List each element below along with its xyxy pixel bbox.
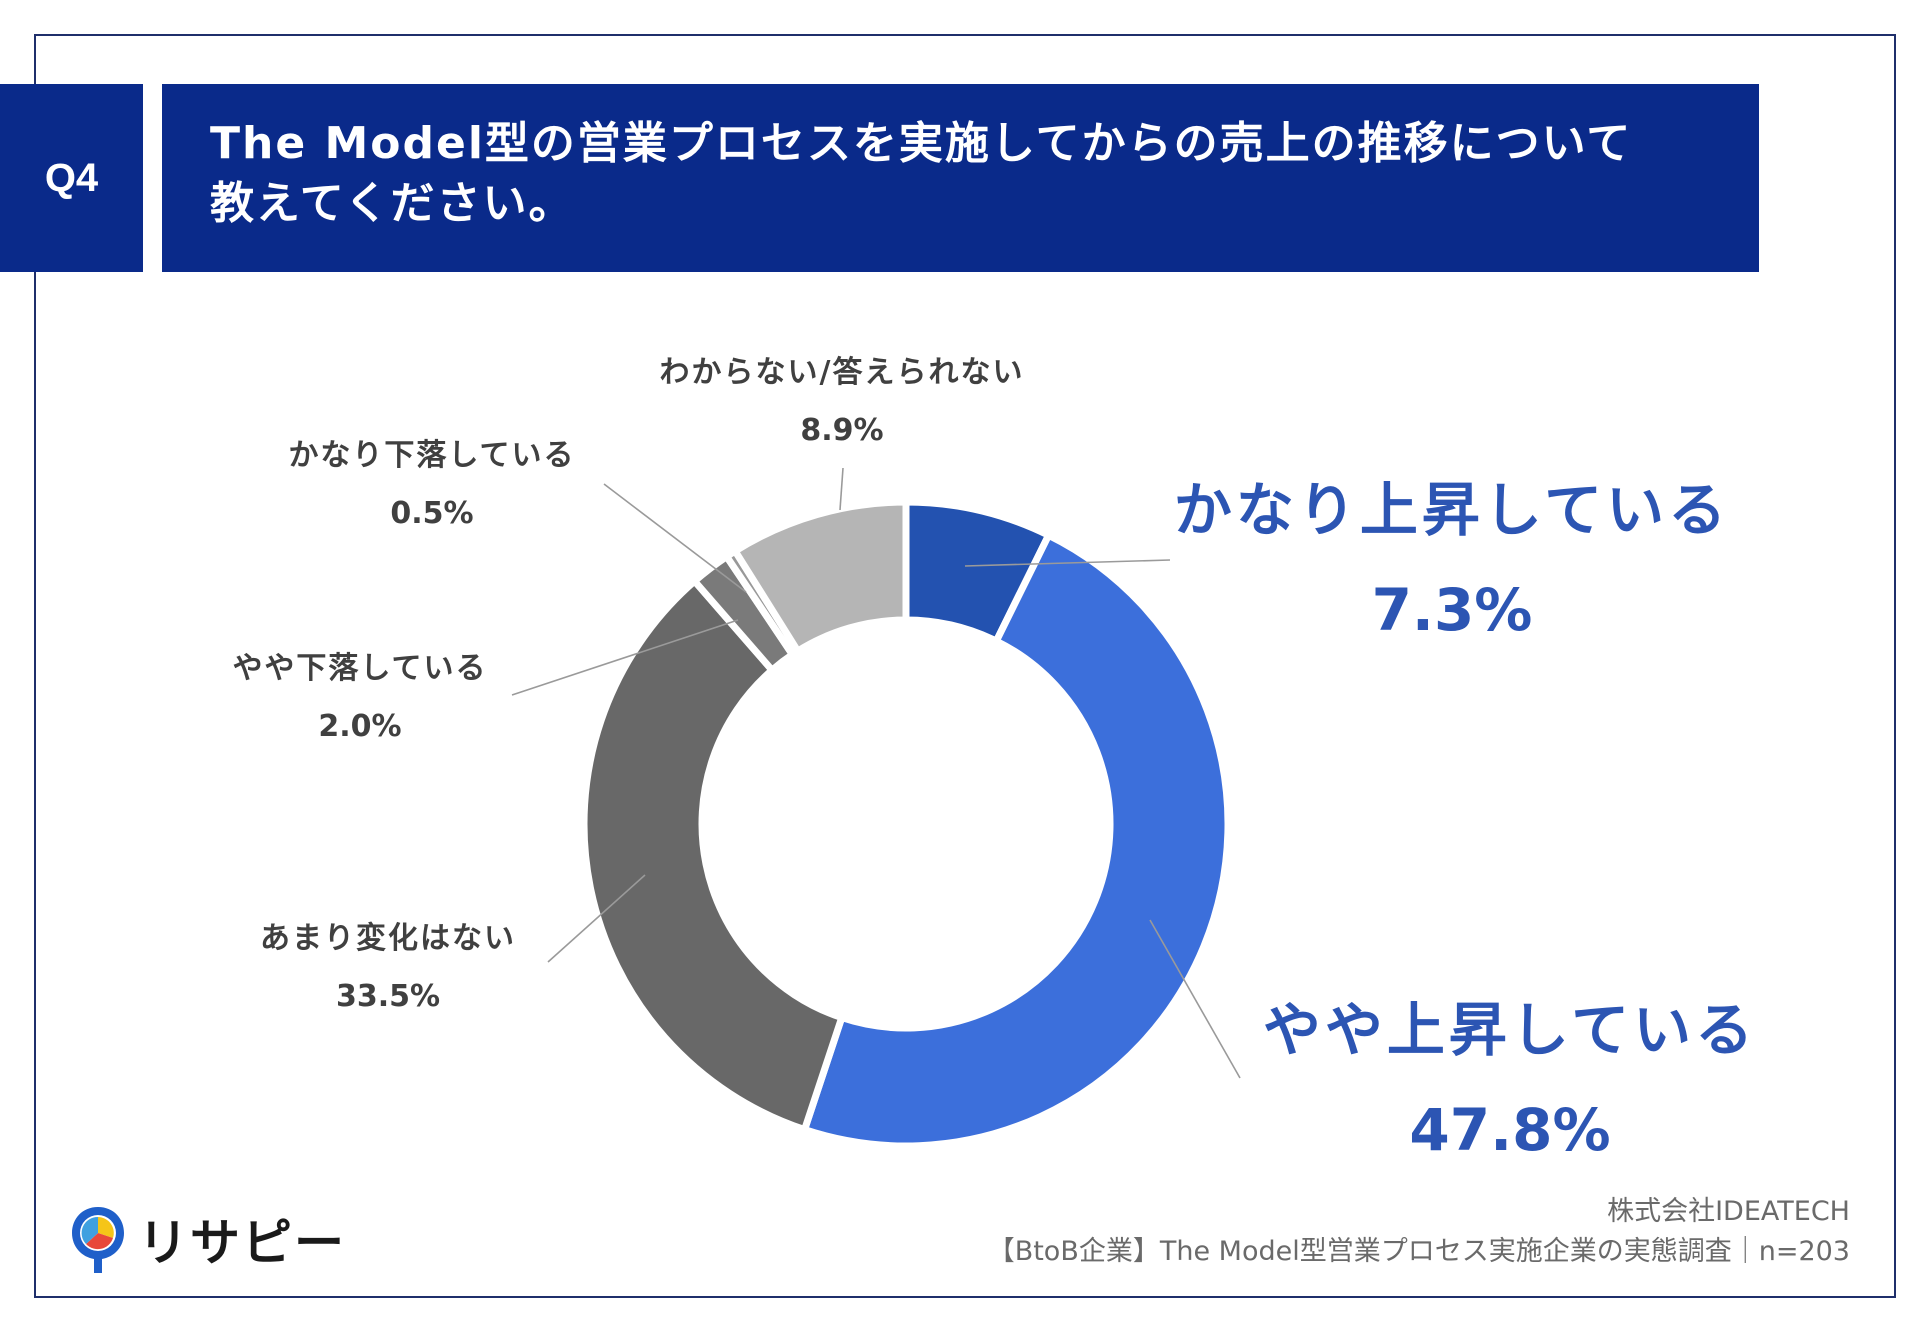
leader-line-5 — [603, 483, 747, 593]
slice-value-6: 8.9% — [800, 413, 883, 448]
slice-value-3: 33.5% — [336, 979, 440, 1014]
slice-value-1: 7.3% — [1372, 576, 1533, 644]
slice-labels: かなり上昇している 7.3% やや上昇している 47.8% あまり変化はない 33.5% や… — [232, 355, 1757, 1164]
leader-line-1 — [964, 559, 1171, 567]
leader-line-6 — [839, 467, 844, 511]
survey-name: 【BtoB企業】The Model型営業プロセス実施企業の実態調査｜n=203 — [987, 1236, 1850, 1267]
leader-lines — [511, 467, 1241, 1079]
outer-frame — [34, 34, 1896, 1298]
slice-value-4: 2.0% — [318, 709, 401, 744]
question-title-box: The Model型の営業プロセスを実施してからの売上の推移について 教えてくだ… — [162, 84, 1759, 272]
slice-label-3: あまり変化はない — [260, 921, 516, 956]
pin-logo-icon — [72, 1207, 124, 1273]
slice-label-2: やや上昇している — [1263, 996, 1757, 1064]
slice-3 — [580, 576, 847, 1135]
leader-line-4 — [511, 619, 739, 696]
leader-line-3 — [547, 874, 646, 963]
risapy-logo: リサピー — [68, 1203, 346, 1275]
slice-value-5: 0.5% — [390, 496, 473, 531]
source-credit: 株式会社IDEATECH 【BtoB企業】The Model型営業プロセス実施企… — [988, 1192, 1850, 1272]
question-title-line1: The Model型の営業プロセスを実施してからの売上の推移について — [210, 118, 1633, 169]
slice-label-4: やや下落している — [232, 651, 487, 686]
leader-line-2 — [1149, 919, 1241, 1079]
logo-text: リサピー — [138, 1214, 346, 1272]
question-number-badge: Q4 — [0, 84, 143, 272]
company-name: 株式会社IDEATECH — [1607, 1196, 1850, 1227]
slice-label-5: かなり下落している — [288, 438, 575, 473]
slice-label-1: かなり上昇している — [1174, 476, 1730, 544]
slice-value-2: 47.8% — [1409, 1096, 1610, 1164]
question-title-line2: 教えてください。 — [210, 178, 575, 229]
donut-slices — [580, 498, 1232, 1150]
slice-label-6: わからない/答えられない — [660, 355, 1025, 390]
slice-2 — [800, 530, 1232, 1150]
slice-6 — [730, 498, 910, 656]
